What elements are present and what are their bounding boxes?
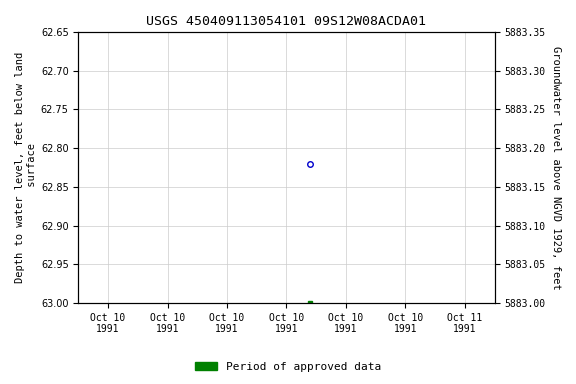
Legend: Period of approved data: Period of approved data	[191, 358, 385, 377]
Y-axis label: Groundwater level above NGVD 1929, feet: Groundwater level above NGVD 1929, feet	[551, 46, 561, 290]
Title: USGS 450409113054101 09S12W08ACDA01: USGS 450409113054101 09S12W08ACDA01	[146, 15, 426, 28]
Y-axis label: Depth to water level, feet below land
 surface: Depth to water level, feet below land su…	[15, 52, 37, 283]
